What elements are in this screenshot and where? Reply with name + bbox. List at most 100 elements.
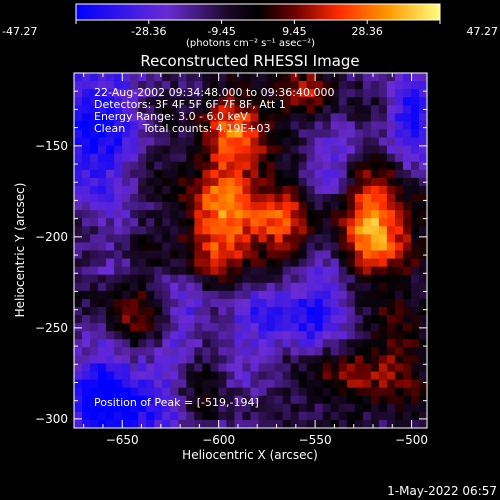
heatmap-cell <box>330 355 340 365</box>
heatmap-cell <box>106 331 115 340</box>
heatmap-cell <box>90 298 99 308</box>
heatmap-cell <box>106 306 115 316</box>
heatmap-cell <box>234 145 244 155</box>
heatmap-cell <box>346 137 356 147</box>
heatmap-cell <box>290 379 300 389</box>
heatmap-cell <box>138 306 147 316</box>
heatmap-cell <box>338 411 348 421</box>
heatmap-cell <box>130 169 139 179</box>
heatmap-cell <box>218 234 228 244</box>
heatmap-cell <box>266 395 276 405</box>
heatmap-cell <box>242 202 252 211</box>
heatmap-cell <box>282 363 292 373</box>
heatmap-cell <box>90 153 99 163</box>
heatmap-cell <box>186 121 195 131</box>
heatmap-cell <box>314 315 324 324</box>
heatmap-cell <box>170 266 179 276</box>
heatmap-cell <box>322 161 332 171</box>
heatmap-cell <box>194 282 203 292</box>
heatmap-cell <box>258 210 268 219</box>
heatmap-cell <box>98 242 107 252</box>
heatmap-cell <box>314 411 324 421</box>
heatmap-cell <box>346 403 356 413</box>
heatmap-cell <box>338 89 348 98</box>
heatmap-cell <box>210 185 220 195</box>
heatmap-cell <box>410 161 420 171</box>
heatmap-cell <box>386 161 396 171</box>
heatmap-cell <box>298 298 308 308</box>
heatmap-cell <box>314 202 324 211</box>
heatmap-cell <box>210 306 220 316</box>
heatmap-cell <box>266 161 276 171</box>
heatmap-cell <box>322 379 332 389</box>
heatmap-cell <box>146 419 155 429</box>
heatmap-cell <box>90 403 99 413</box>
heatmap-cell <box>186 97 195 106</box>
heatmap-cell <box>370 234 380 244</box>
heatmap-cell <box>290 242 300 252</box>
heatmap-cell <box>90 169 99 179</box>
heatmap-cell <box>282 258 292 268</box>
heatmap-cell <box>410 395 420 405</box>
heatmap-cell <box>394 121 404 131</box>
heatmap-cell <box>290 121 300 131</box>
heatmap-cell <box>170 274 179 284</box>
heatmap-cell <box>186 355 195 365</box>
heatmap-cell <box>354 347 364 356</box>
heatmap-cell <box>162 250 171 260</box>
heatmap-cell <box>314 177 324 187</box>
heatmap-cell <box>146 411 155 421</box>
heatmap-cell <box>258 363 268 373</box>
heatmap-cell <box>354 266 364 276</box>
heatmap-cell <box>194 331 203 340</box>
heatmap-cell <box>266 226 276 235</box>
heatmap-cell <box>106 323 115 332</box>
heatmap-cell <box>154 411 163 421</box>
heatmap-cell <box>418 387 428 397</box>
heatmap-cell <box>338 290 348 300</box>
heatmap-cell <box>338 177 348 187</box>
heatmap-cell <box>354 395 364 405</box>
heatmap-cell <box>106 379 115 389</box>
heatmap-cell <box>418 113 428 123</box>
heatmap-cell <box>386 242 396 252</box>
heatmap-cell <box>186 145 195 155</box>
heatmap-cell <box>194 177 203 187</box>
heatmap-cell <box>362 282 372 292</box>
heatmap-cell <box>338 315 348 324</box>
heatmap-cell <box>114 315 123 324</box>
heatmap-cell <box>346 274 356 284</box>
heatmap-cell <box>322 274 332 284</box>
heatmap-cell <box>266 73 276 82</box>
heatmap-cell <box>330 282 340 292</box>
heatmap-cell <box>74 258 83 268</box>
heatmap-cell <box>242 250 252 260</box>
heatmap-cell <box>74 339 83 348</box>
heatmap-cell <box>266 145 276 155</box>
axis-ticks: −650 −600 −550 −500−150−200−250−300 <box>35 72 428 447</box>
heatmap-cell <box>234 258 244 268</box>
heatmap-cell <box>346 306 356 316</box>
heatmap-cell <box>282 185 292 195</box>
heatmap-cell <box>362 169 372 179</box>
heatmap-cell <box>162 242 171 252</box>
heatmap-cell <box>178 202 187 211</box>
heatmap-cell <box>338 331 348 340</box>
heatmap-cell <box>74 347 83 356</box>
heatmap-cell <box>258 202 268 211</box>
heatmap-cell <box>210 194 220 203</box>
heatmap-cell <box>250 274 260 284</box>
heatmap-cell <box>106 371 115 381</box>
heatmap-cell <box>282 379 292 389</box>
heatmap-cell <box>346 347 356 356</box>
heatmap-cell <box>322 113 332 123</box>
heatmap-cell <box>234 73 244 82</box>
heatmap-cell <box>170 226 179 235</box>
heatmap-cell <box>250 403 260 413</box>
heatmap-cell <box>242 395 252 405</box>
heatmap-cell <box>274 411 284 421</box>
heatmap-cell <box>250 97 260 106</box>
heatmap-cell <box>250 395 260 405</box>
heatmap-cell <box>266 81 276 90</box>
